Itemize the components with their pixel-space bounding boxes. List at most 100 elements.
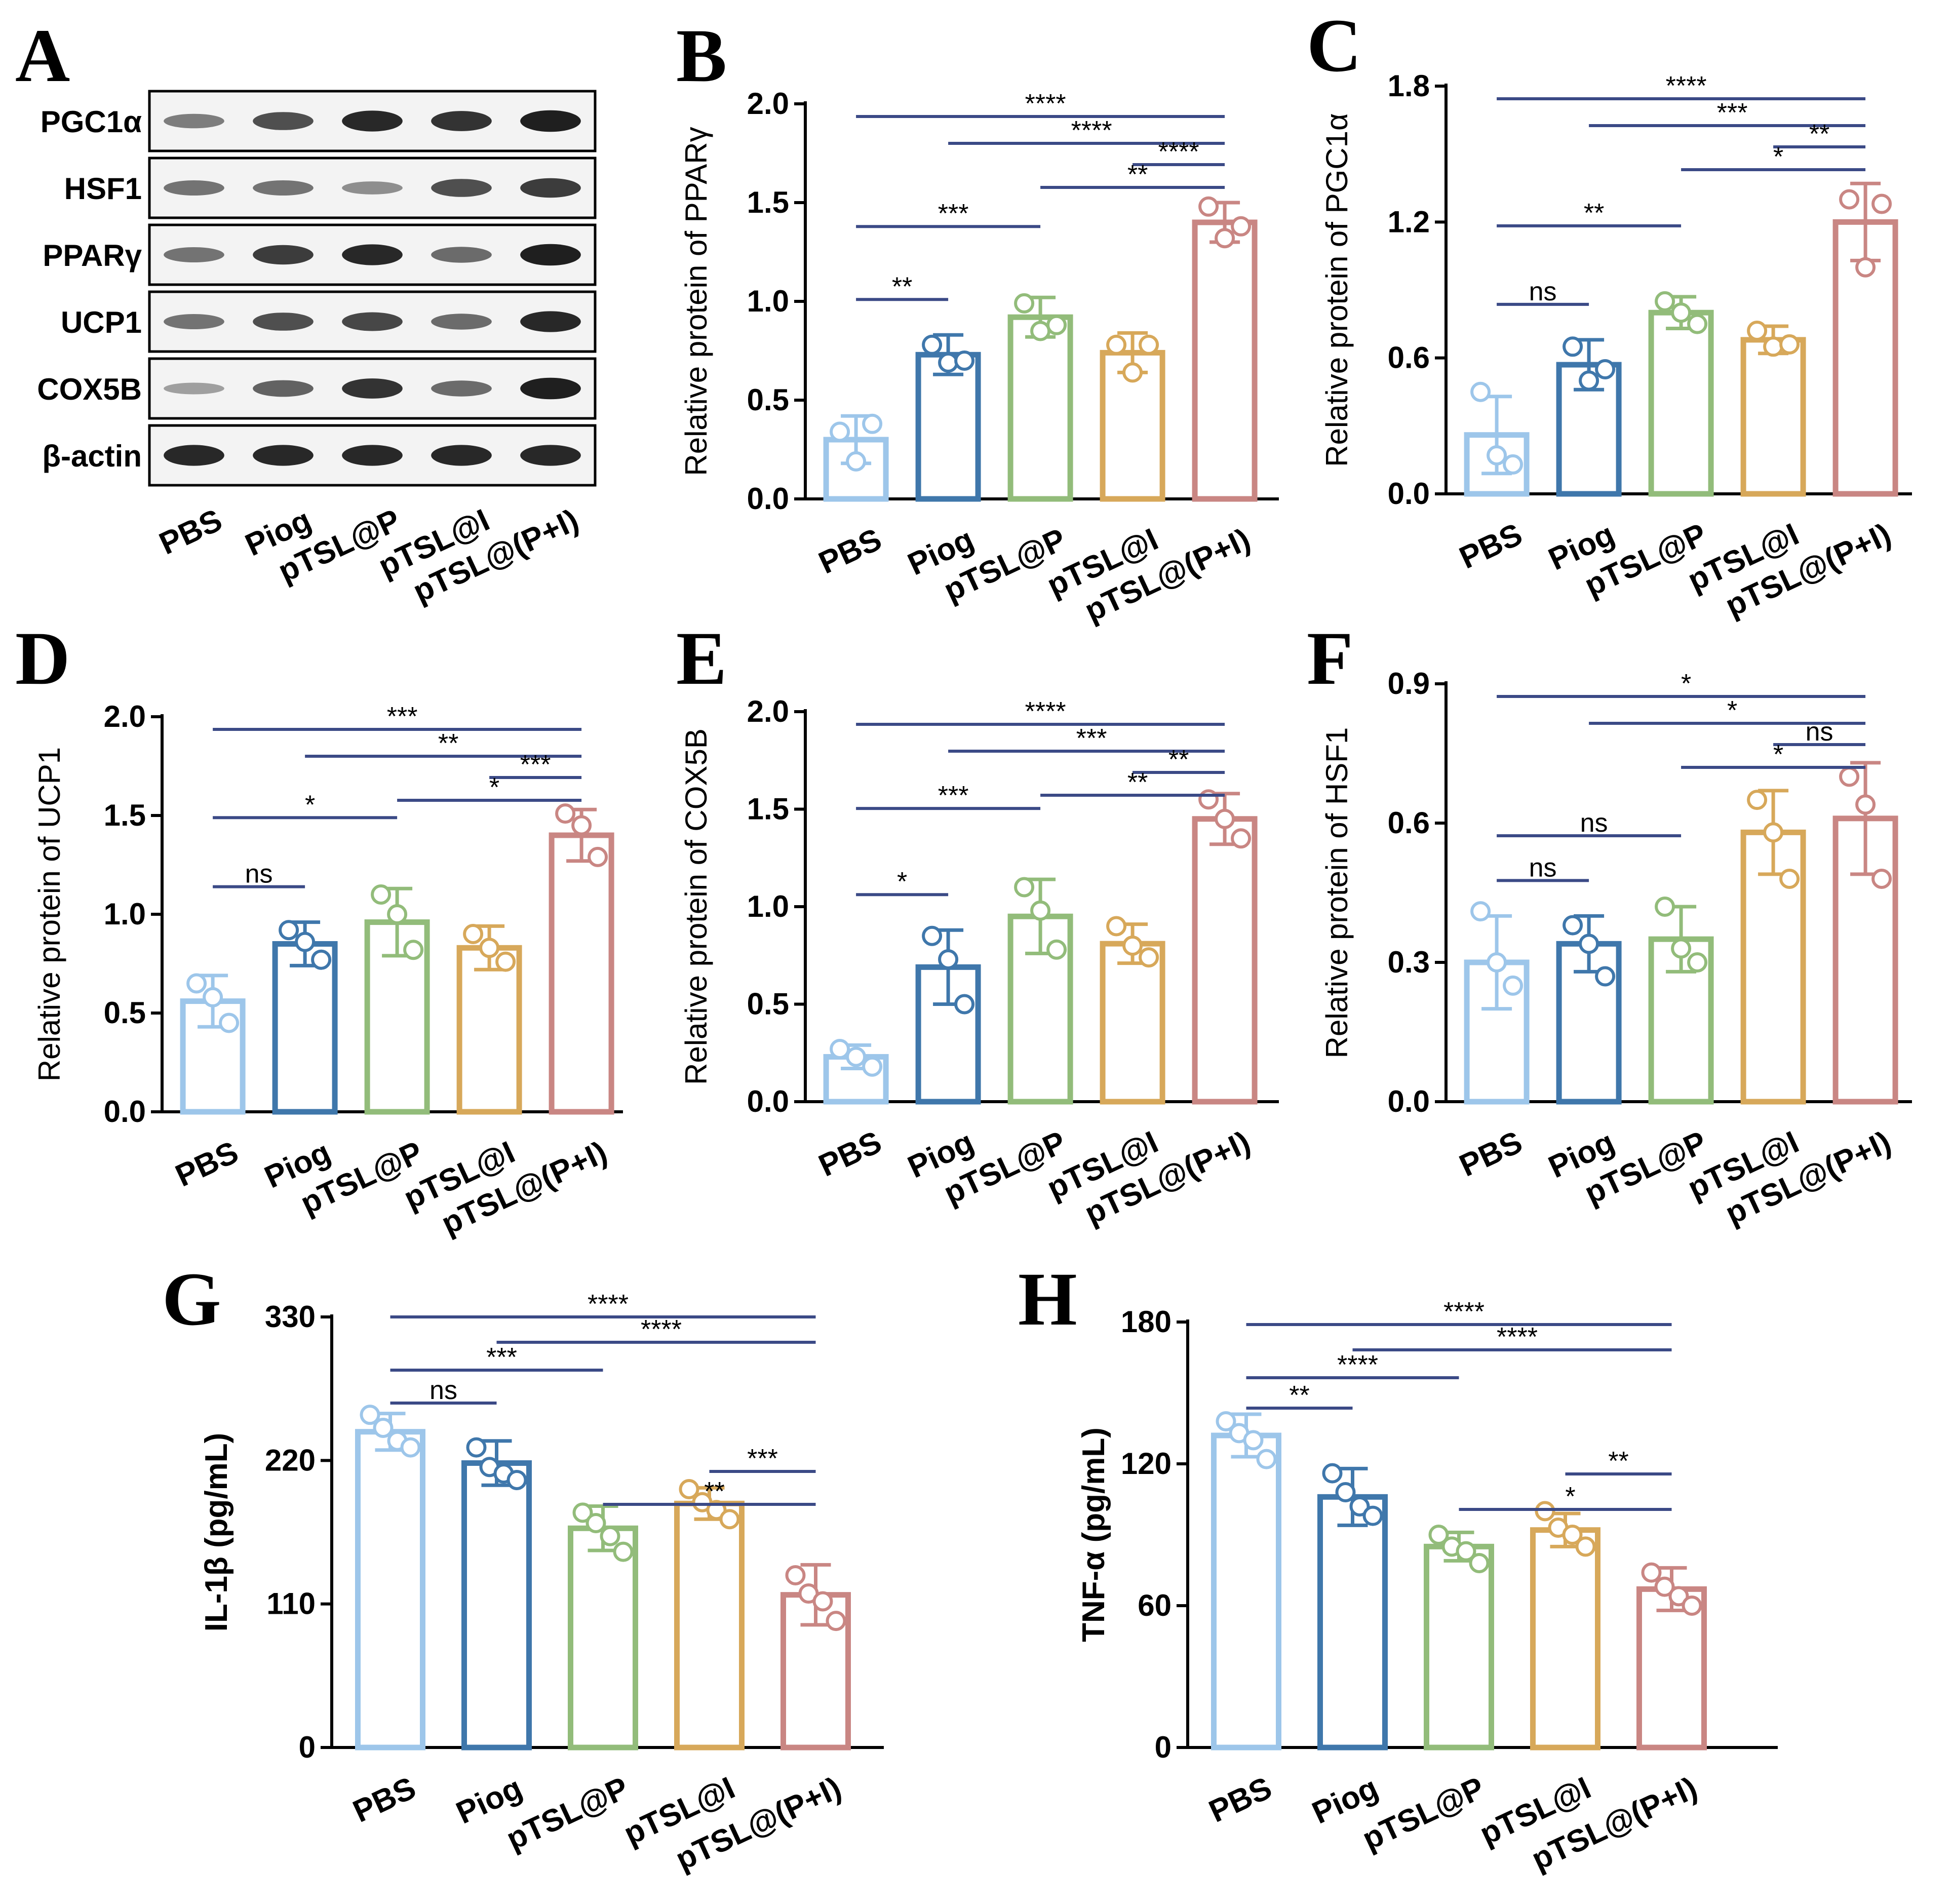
- data-point: [1122, 362, 1143, 383]
- chart-panel-b: B 0.0 0.5 1.0 1.5 2.0 Relative protein of PPAR…: [676, 14, 1279, 629]
- bar-piog: [1317, 1494, 1388, 1751]
- blot-band: [342, 445, 403, 466]
- data-point: [1014, 293, 1035, 314]
- data-point: [1595, 966, 1616, 987]
- data-point: [1046, 315, 1067, 335]
- significance-label: ****: [1666, 71, 1707, 101]
- x-category-label: pTSL@P: [501, 1770, 634, 1857]
- data-point: [479, 938, 500, 958]
- significance-label: *: [1565, 1482, 1575, 1511]
- blot-band: [431, 247, 492, 263]
- significance-label: ****: [1025, 697, 1066, 726]
- data-point: [1671, 938, 1692, 959]
- data-point: [1139, 334, 1159, 355]
- blot-band: [520, 377, 581, 400]
- blot-band: [164, 314, 224, 329]
- data-point: [1779, 334, 1800, 355]
- y-tick-label: 1.0: [747, 889, 789, 923]
- data-point: [830, 421, 850, 442]
- y-axis-label: Relative protein of COX5B: [679, 728, 713, 1085]
- significance-label: ns: [1580, 808, 1608, 838]
- data-point: [1687, 952, 1708, 973]
- data-point: [1747, 321, 1768, 341]
- data-point: [1535, 1501, 1555, 1522]
- y-axis-label: Relative protein of PGC1α: [1320, 113, 1354, 467]
- data-point: [1231, 828, 1252, 849]
- chart-panel-e: E 0.0 0.5 1.0 1.5 2.0 Relative protein of COX5…: [676, 616, 1279, 1231]
- data-point: [922, 334, 943, 355]
- significance-label: *: [305, 790, 315, 820]
- data-point: [830, 1039, 850, 1060]
- y-tick-label: 0.9: [1388, 667, 1430, 701]
- data-point: [295, 931, 316, 952]
- data-point: [862, 1056, 883, 1077]
- blot-protein-label: β-actin: [42, 439, 142, 473]
- blot-band: [253, 245, 314, 265]
- data-point: [311, 949, 332, 970]
- y-tick-label: 2.0: [104, 700, 146, 733]
- blot-band: [431, 445, 492, 466]
- y-tick-label: 1.5: [747, 185, 789, 219]
- significance-label: *: [1773, 740, 1783, 769]
- blot-band: [164, 445, 224, 466]
- data-point: [1579, 370, 1599, 391]
- panel-letter-a: A: [15, 14, 70, 98]
- significance-label: ***: [387, 702, 418, 731]
- chart-panel-f: F 0.0 0.3 0.6 0.9 Relative protein of HSF1 PBS…: [1307, 616, 1912, 1231]
- data-point: [203, 987, 223, 1007]
- significance-label: ****: [641, 1315, 682, 1344]
- blot-band: [520, 178, 581, 198]
- y-tick-label: 0.5: [104, 996, 146, 1030]
- bar-ptsl-p-i-: [549, 832, 614, 1115]
- significance-label: **: [1168, 745, 1189, 774]
- blot-band: [342, 312, 403, 331]
- blot-row-0: PGC1α: [41, 90, 597, 152]
- data-point: [1763, 822, 1784, 843]
- blot-band: [253, 380, 314, 397]
- y-tick-label: 0.3: [1388, 945, 1430, 979]
- y-tick-label: 1.8: [1388, 69, 1430, 103]
- y-tick-label: 0: [299, 1730, 316, 1764]
- data-point: [1456, 1541, 1476, 1562]
- blot-band: [431, 314, 492, 330]
- significance-label: ****: [1158, 137, 1199, 167]
- blot-row-4: COX5B: [37, 357, 597, 420]
- data-point: [555, 803, 576, 824]
- blot-band: [431, 111, 492, 131]
- significance-label: ***: [747, 1444, 778, 1473]
- data-point: [954, 351, 975, 371]
- data-point: [1256, 1449, 1277, 1469]
- data-point: [1122, 936, 1143, 956]
- bar-pbs: [355, 1429, 425, 1751]
- y-tick-label: 0.0: [747, 1084, 789, 1118]
- significance-label: ns: [245, 860, 273, 889]
- data-point: [1106, 916, 1127, 937]
- significance-label: **: [1809, 120, 1829, 149]
- y-tick-label: 1.2: [1388, 205, 1430, 239]
- data-point: [1563, 336, 1583, 357]
- data-point: [1595, 359, 1616, 380]
- data-point: [1503, 975, 1524, 996]
- data-point: [387, 904, 408, 924]
- data-point: [1855, 794, 1876, 815]
- y-tick-label: 0.5: [747, 383, 789, 417]
- data-point: [463, 924, 484, 944]
- blot-band: [164, 247, 224, 262]
- y-tick-label: 0: [1155, 1730, 1171, 1764]
- blot-band: [520, 110, 581, 132]
- y-tick-label: 120: [1121, 1447, 1171, 1481]
- y-axis-label: Relative protein of UCP1: [32, 747, 66, 1081]
- data-point: [1231, 216, 1252, 237]
- blot-band: [342, 378, 403, 399]
- data-point: [1871, 869, 1892, 889]
- significance-label: **: [704, 1477, 724, 1506]
- data-point: [846, 451, 867, 472]
- data-point: [1030, 900, 1051, 921]
- data-point: [1682, 1596, 1702, 1616]
- data-point: [1198, 196, 1219, 217]
- data-point: [954, 994, 975, 1015]
- data-point: [1428, 1525, 1449, 1545]
- data-point: [846, 1046, 867, 1067]
- data-point: [1335, 1482, 1356, 1502]
